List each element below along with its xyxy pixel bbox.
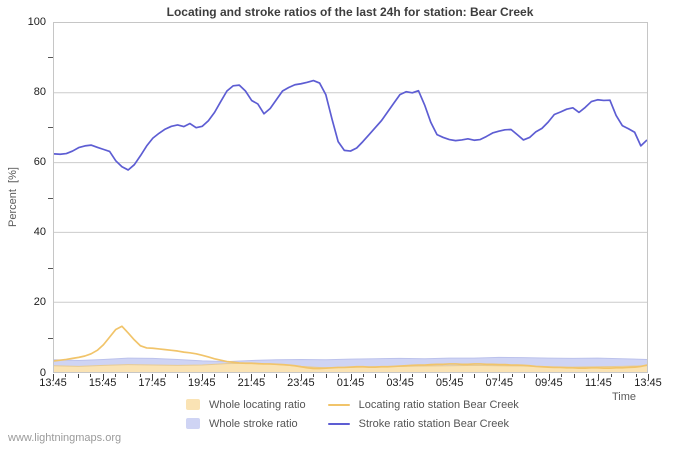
y-tick-label: 20 [33, 296, 46, 309]
y-tick-label: 40 [33, 226, 46, 239]
x-tick [164, 374, 166, 377]
x-tick-label: 21:45 [237, 377, 266, 389]
x-tick [462, 374, 464, 377]
series-line-stroke-ratio-station-bear-creek [54, 79, 647, 171]
x-tick [561, 374, 563, 377]
x-tick [114, 374, 116, 377]
legend-item: Whole stroke ratio [186, 415, 306, 432]
chart-title: Locating and stroke ratios of the last 2… [166, 5, 534, 19]
x-tick-label: 17:45 [138, 377, 166, 389]
x-tick [350, 374, 352, 380]
y-tick-label: 80 [33, 85, 46, 98]
x-tick [338, 374, 340, 377]
x-tick [263, 374, 265, 377]
x-tick [226, 374, 228, 378]
watermark: www.lightningmaps.org [8, 432, 122, 444]
x-tick [412, 374, 414, 377]
x-tick [486, 374, 488, 377]
x-tick [313, 374, 315, 377]
plot-area [53, 22, 648, 373]
x-tick [400, 374, 402, 380]
legend-label: Whole stroke ratio [209, 417, 298, 430]
legend-line-swatch [327, 422, 350, 425]
x-tick [648, 374, 649, 380]
x-tick [424, 374, 426, 378]
x-tick [251, 374, 253, 380]
y-tick-label: 60 [33, 155, 46, 168]
x-tick-label: 23:45 [287, 377, 315, 389]
x-tick [90, 374, 92, 377]
y-minor-tick [48, 337, 53, 339]
x-tick [499, 374, 501, 380]
legend-label: Locating ratio station Bear Creek [358, 398, 519, 411]
y-tick-label: 100 [27, 15, 46, 28]
x-tick [325, 374, 327, 378]
x-tick [65, 374, 67, 377]
x-axis-label: Time [612, 391, 637, 403]
x-tick [548, 374, 550, 380]
legend-label: Whole locating ratio [209, 398, 306, 411]
x-tick [139, 374, 141, 377]
x-tick [387, 374, 389, 377]
x-tick-label: 11:45 [585, 377, 612, 389]
x-tick [524, 374, 526, 378]
x-tick-label: 07:45 [485, 377, 514, 389]
x-tick [536, 374, 538, 377]
x-tick [176, 374, 178, 378]
x-tick-label: 09:45 [535, 377, 563, 389]
x-tick [437, 374, 439, 377]
legend-item: Stroke ratio station Bear Creek [327, 415, 519, 432]
x-tick [152, 374, 154, 380]
x-tick [201, 374, 203, 380]
x-tick-label: 03:45 [386, 377, 414, 389]
legend-line-swatch [327, 403, 350, 406]
x-tick [276, 374, 278, 378]
x-tick-label: 19:45 [187, 377, 216, 389]
legend: Whole locating ratio Whole stroke ratio Lo… [186, 396, 519, 432]
x-tick [77, 374, 79, 378]
x-tick-label: 05:45 [435, 377, 464, 389]
x-tick [53, 374, 54, 380]
x-tick [511, 374, 513, 377]
x-tick [573, 374, 575, 378]
x-tick [127, 374, 129, 378]
series-line-locating-ratio-station-bear-creek [54, 325, 647, 370]
x-tick-label: 13:45 [634, 377, 662, 389]
x-tick [474, 374, 476, 378]
x-tick [238, 374, 240, 377]
x-tick [102, 374, 104, 380]
y-axis-label: Percent [%] [7, 167, 19, 227]
x-tick [623, 374, 625, 378]
y-minor-tick [48, 127, 53, 129]
legend-item: Locating ratio station Bear Creek [327, 396, 519, 413]
legend-fill-swatch [186, 399, 200, 410]
y-minor-tick [48, 267, 53, 269]
x-tick [586, 374, 588, 377]
x-tick [635, 374, 637, 377]
x-tick-label: 15:45 [88, 377, 117, 389]
legend-label: Stroke ratio station Bear Creek [358, 417, 510, 430]
y-minor-tick [48, 197, 53, 199]
y-tick-label: 0 [39, 366, 46, 379]
x-tick [288, 374, 290, 377]
x-tick [189, 374, 191, 377]
x-tick-label: 01:45 [336, 377, 365, 389]
x-tick [375, 374, 377, 378]
x-tick-label: 13:45 [39, 377, 67, 389]
series-area-edge-whole-stroke-ratio [54, 356, 647, 363]
x-tick [300, 374, 302, 380]
x-tick [610, 374, 612, 377]
x-tick [598, 374, 600, 380]
plot-svg [54, 79, 647, 372]
x-tick [214, 374, 216, 377]
x-tick [362, 374, 364, 377]
legend-fill-swatch [186, 418, 200, 429]
legend-item: Whole locating ratio [186, 396, 306, 413]
x-tick [449, 374, 451, 380]
y-minor-tick [48, 57, 53, 59]
